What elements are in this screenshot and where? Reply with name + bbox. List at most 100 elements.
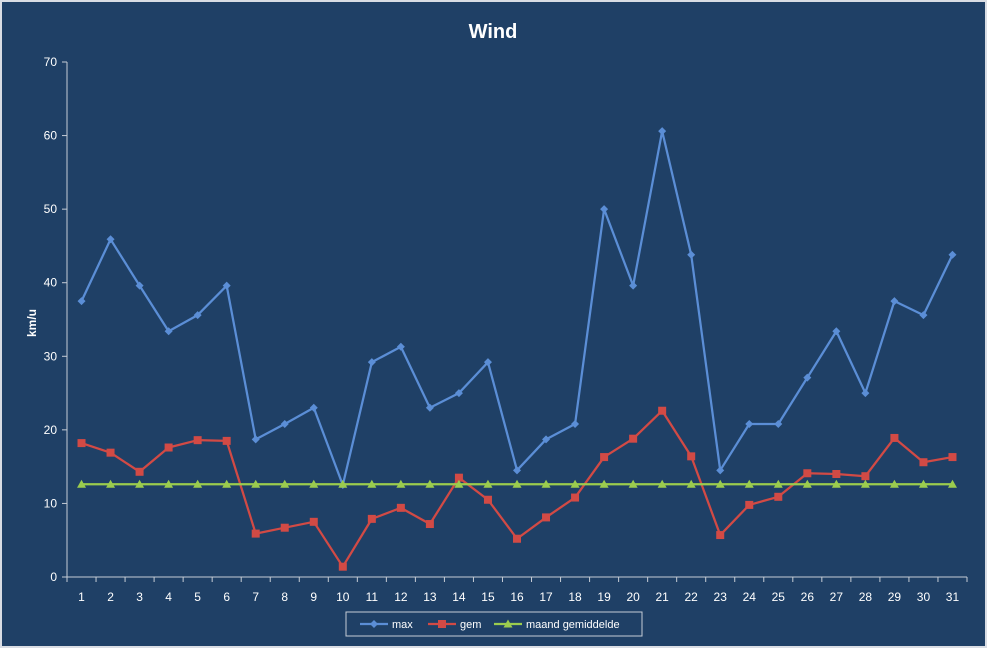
legend-swatch-marker [370,620,378,628]
x-tick-label: 13 [423,590,437,604]
y-tick-label: 30 [44,349,58,363]
x-tick-label: 26 [801,590,815,604]
data-point-maand-gemiddelde [570,479,580,488]
data-point-maand-gemiddelde [367,479,377,488]
data-point-gem [77,439,86,448]
data-point-max [948,250,957,259]
x-tick-label: 15 [481,590,495,604]
data-point-max [716,466,725,475]
x-tick-label: 12 [394,590,408,604]
data-point-max [367,358,376,367]
x-tick-label: 27 [830,590,844,604]
data-point-gem [280,523,289,532]
data-point-max [600,205,609,214]
x-tick-label: 18 [568,590,582,604]
data-point-max [309,403,318,412]
x-tick-label: 3 [136,590,143,604]
series-gem [77,406,957,571]
data-point-max [425,403,434,412]
data-point-maand-gemiddelde [280,479,290,488]
x-tick-label: 11 [366,590,379,604]
data-point-gem [367,514,376,523]
data-point-maand-gemiddelde [483,479,493,488]
data-point-maand-gemiddelde [251,479,261,488]
x-tick-label: 9 [310,590,317,604]
data-point-maand-gemiddelde [164,479,174,488]
data-point-gem [135,467,144,476]
x-tick-label: 7 [252,590,259,604]
data-point-maand-gemiddelde [657,479,667,488]
data-point-max [222,281,231,290]
data-point-maand-gemiddelde [135,479,145,488]
data-point-gem [483,495,492,504]
data-point-max [106,235,115,244]
data-point-max [454,389,463,398]
data-point-gem [338,562,347,571]
x-tick-label: 22 [685,590,699,604]
data-point-maand-gemiddelde [831,479,841,488]
data-point-gem [542,513,551,522]
y-axis-label: km/u [25,309,39,337]
y-tick-label: 20 [44,423,58,437]
data-point-max [890,297,899,306]
legend-label: gem [460,619,481,631]
series-max [77,127,957,490]
data-point-maand-gemiddelde [744,479,754,488]
data-point-max [745,419,754,428]
legend-swatch-marker [503,619,513,628]
data-point-max [629,281,638,290]
data-point-gem [803,469,812,478]
x-tick-label: 21 [655,590,669,604]
x-tick-label: 4 [165,590,172,604]
data-point-maand-gemiddelde [889,479,899,488]
x-tick-label: 31 [946,590,960,604]
data-point-max [542,435,551,444]
data-point-gem [251,529,260,538]
x-tick-label: 5 [194,590,201,604]
x-tick-label: 10 [336,590,350,604]
data-point-maand-gemiddelde [541,479,551,488]
data-point-maand-gemiddelde [454,479,464,488]
x-tick-label: 29 [888,590,902,604]
data-point-gem [454,473,463,482]
y-tick-label: 60 [44,129,58,143]
data-point-gem [600,453,609,462]
x-tick-label: 23 [714,590,728,604]
data-point-gem [687,452,696,461]
x-tick-label: 6 [223,590,230,604]
data-point-gem [658,406,667,415]
x-tick-label: 19 [597,590,611,604]
legend: max gem maand gemiddelde [345,611,643,637]
data-point-gem [309,517,318,526]
data-point-max [571,419,580,428]
data-point-maand-gemiddelde [918,479,928,488]
data-point-maand-gemiddelde [425,479,435,488]
y-tick-label: 10 [44,496,58,510]
y-tick-label: 0 [50,570,57,584]
legend-entry-maand-gemiddelde: maand gemiddelde [494,619,620,631]
data-point-max [396,342,405,351]
data-point-maand-gemiddelde [802,479,812,488]
data-point-max [658,127,667,136]
x-tick-label: 2 [107,590,114,604]
data-point-maand-gemiddelde [947,479,957,488]
x-tick-label: 14 [452,590,466,604]
data-point-max [135,281,144,290]
data-point-maand-gemiddelde [628,479,638,488]
x-tick-label: 8 [281,590,288,604]
data-point-max [513,466,521,475]
data-point-maand-gemiddelde [715,479,725,488]
data-point-maand-gemiddelde [338,479,348,488]
data-point-maand-gemiddelde [599,479,609,488]
data-point-gem [919,458,928,467]
data-point-max [832,327,841,336]
data-point-gem [571,493,580,502]
data-point-max [803,373,812,382]
data-point-max [280,419,289,428]
data-point-max [193,311,202,320]
y-tick-label: 70 [44,55,58,69]
legend-swatch-marker [438,620,446,628]
